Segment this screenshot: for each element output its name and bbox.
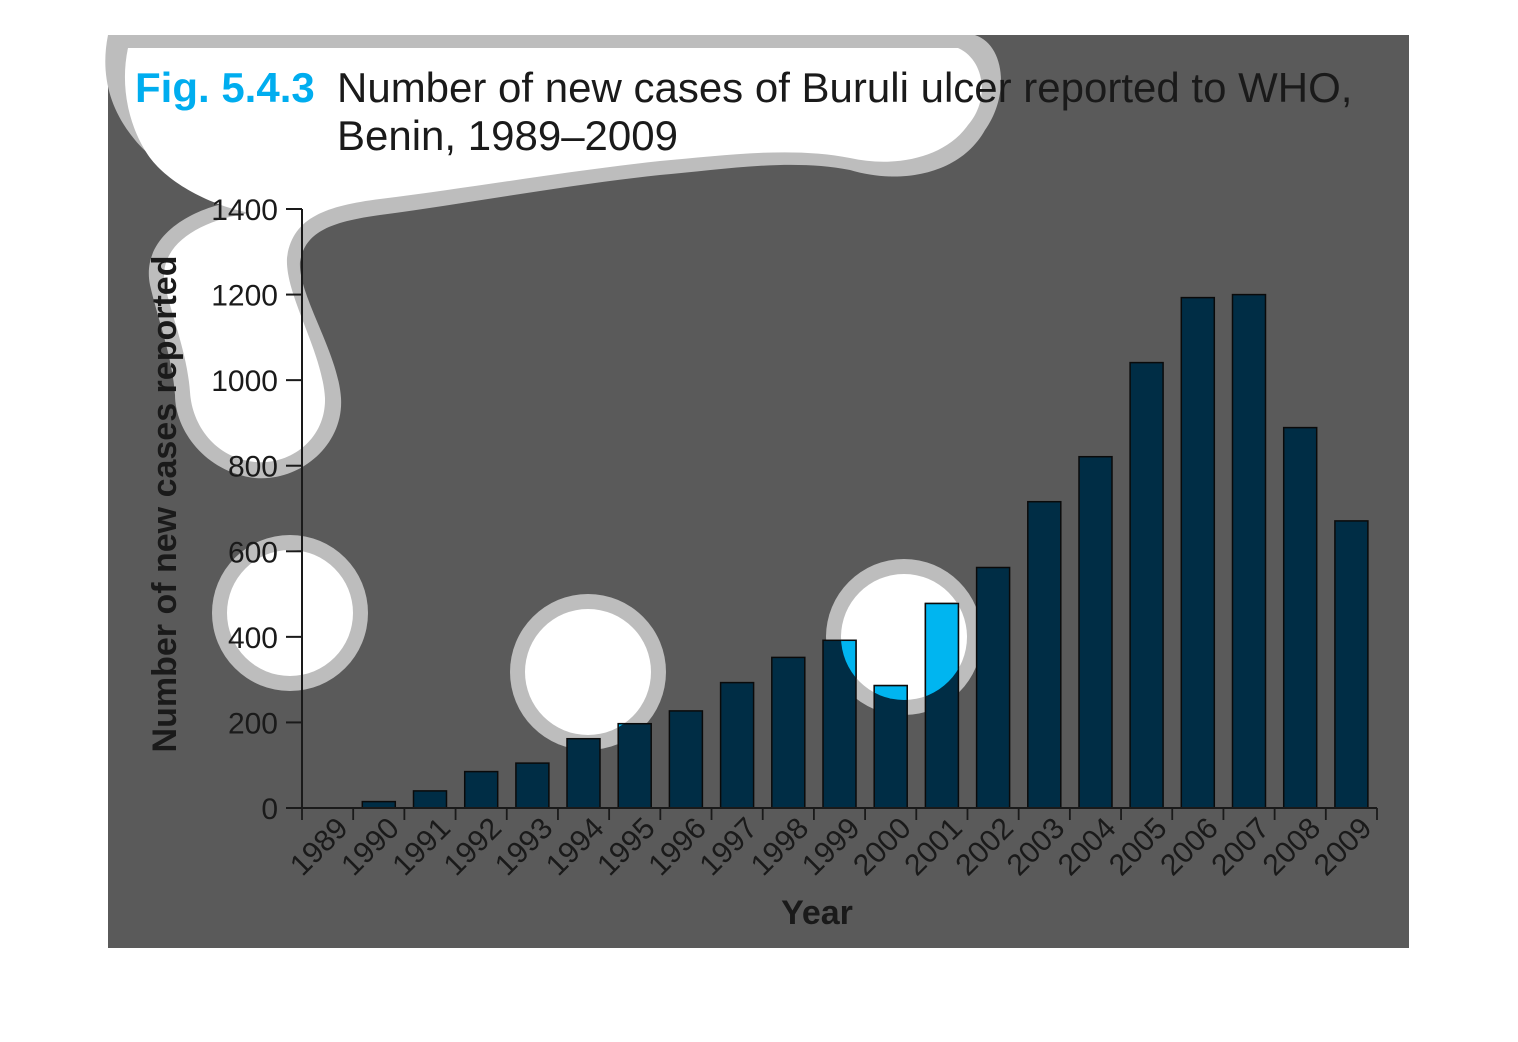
bar-2007 [1231,293,1267,809]
figure-title-line2: Benin, 1989–2009 [337,112,678,159]
x-tick-label-1995: 1995 [591,812,662,883]
bar-2008 [1282,426,1318,809]
y-tick-label-1000: 1000 [211,365,278,398]
y-tick-label-400: 400 [228,622,278,655]
x-tick-label-2003: 2003 [1001,812,1072,883]
x-tick-label-2008: 2008 [1257,812,1328,883]
bar-1998 [771,656,806,809]
bar-1992 [463,770,499,809]
figure-label: Fig. 5.4.3 [135,64,315,111]
figure-title-line1: Number of new cases of Buruli ulcer repo… [337,64,1352,111]
lens-left [227,550,353,676]
x-tick-label-2009: 2009 [1308,812,1379,883]
y-tick-label-600: 600 [228,536,278,569]
bars-group [361,293,1369,809]
x-tick-label-1996: 1996 [642,812,713,883]
svg-text:Fig. 5.4.3: Fig. 5.4.3 [135,64,315,111]
x-tick-label-2007: 2007 [1205,812,1276,883]
bar-1997 [719,681,755,809]
x-tick-label-1999: 1999 [796,812,867,883]
bar-2009 [1334,520,1369,809]
bar-2003 [1027,500,1062,809]
x-tick-label-1993: 1993 [489,812,560,883]
x-tick-label-1998: 1998 [745,812,816,883]
x-tick-label-1992: 1992 [438,812,509,883]
bar-2006 [1180,296,1216,809]
x-tick-label-1989: 1989 [284,812,355,883]
bar-2005 [1129,361,1164,809]
x-tick-label-2000: 2000 [847,812,918,883]
x-tick-label-2005: 2005 [1103,812,1174,883]
y-axis-title: Number of new cases reported [146,256,184,753]
x-tick-label-1991: 1991 [386,812,457,883]
bar-2004 [1078,455,1113,809]
bar-1991 [412,790,448,809]
bar-1994 [566,737,601,809]
bar-2002 [975,566,1011,809]
x-tick-label-2006: 2006 [1154,812,1225,883]
x-axis-title: Year [781,894,853,932]
x-tick-label-2001: 2001 [898,812,969,883]
bar-1993 [515,762,550,809]
bar-2000 [873,684,908,809]
lens-1994 [525,609,651,735]
y-tick-label-1200: 1200 [211,280,278,313]
title-cloud [124,48,982,463]
x-tick-label-1990: 1990 [335,812,406,883]
y-tick-label-800: 800 [228,451,278,484]
x-tick-label-1997: 1997 [694,812,765,883]
y-tick-label-200: 200 [228,707,278,740]
x-tick-label-1994: 1994 [540,812,611,883]
lens-1994-highlight [617,722,651,735]
bar-1996 [668,710,704,809]
x-tick-label-2004: 2004 [1052,812,1123,883]
lens-2000-highlight [841,602,960,700]
x-tick-label-2002: 2002 [950,812,1021,883]
y-tick-label-1400: 1400 [211,194,278,227]
y-tick-label-0: 0 [261,793,278,826]
bar-1995 [617,722,652,809]
